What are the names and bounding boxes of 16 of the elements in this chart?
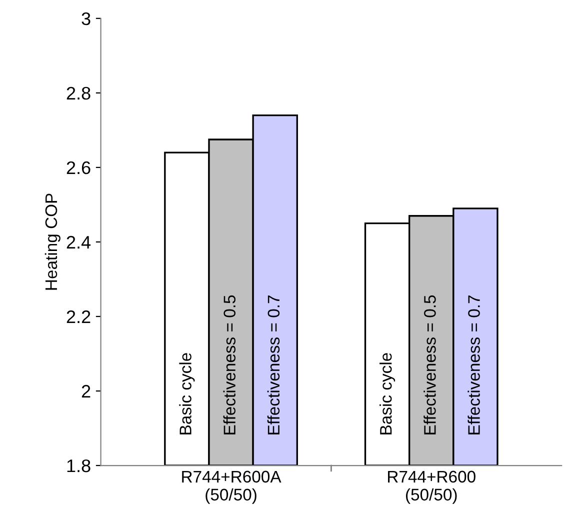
- y-axis-title: Heating COP: [44, 194, 60, 290]
- y-tick-label: 2.8: [66, 86, 90, 100]
- y-tick-label: 2.2: [66, 310, 90, 324]
- y-tick-label: 1.8: [67, 459, 90, 472]
- series-label: Effectiveness = 0.7: [267, 296, 280, 434]
- text: Basic cycle: [179, 353, 195, 434]
- text: Effectiveness = 0.5: [424, 295, 436, 434]
- text: Effectiveness = 0.7: [468, 296, 480, 434]
- y-tick-label: 2.4: [66, 236, 91, 248]
- series-label: Effectiveness = 0.5: [223, 295, 236, 434]
- y-tick-label: 3: [82, 12, 90, 26]
- x-tick-label: R744+R600A (50/50): [182, 470, 282, 504]
- series-label: Basic cycle: [380, 353, 396, 434]
- y-tick-label: 2: [82, 384, 90, 398]
- y-tick-label: 2.6: [66, 161, 90, 174]
- x-tick-label: R744+R600 (50/50): [388, 470, 476, 504]
